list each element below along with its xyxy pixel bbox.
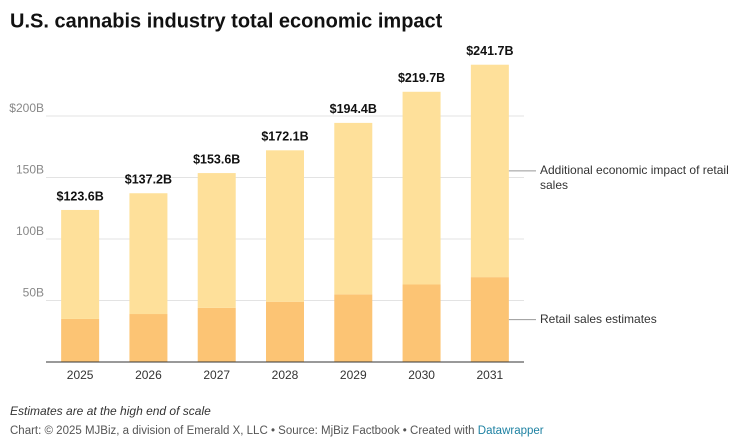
bar-segment [470, 64, 509, 278]
note: Estimates are at the high end of scale [10, 404, 211, 418]
x-tick-label: 2030 [408, 368, 435, 382]
bar-segment [334, 294, 373, 362]
bar-segment [61, 318, 100, 362]
bar-segment [61, 209, 100, 319]
total-label: $241.7B [466, 44, 513, 58]
x-tick-label: 2028 [272, 368, 299, 382]
legend-label: Additional economic impact of retail sal… [540, 162, 729, 192]
bar-segment [470, 277, 509, 362]
total-label: $219.7B [398, 71, 445, 85]
bar-segment [266, 301, 304, 362]
x-tick-label: 2026 [135, 368, 162, 382]
bar-segment [402, 284, 441, 362]
bar-segment [266, 150, 304, 302]
y-tick-label: 100B [16, 224, 44, 238]
total-label: $194.4B [330, 102, 377, 116]
x-tick-label: 2025 [67, 368, 94, 382]
bar-segment [334, 122, 373, 295]
bar-segment [197, 307, 236, 362]
footer-link[interactable]: Datawrapper [478, 425, 544, 437]
footer: Chart: © 2025 MJBiz, a division of Emera… [10, 425, 544, 437]
total-label: $153.6B [193, 152, 240, 166]
bar-segment [197, 173, 236, 308]
x-tick-label: 2027 [203, 368, 230, 382]
footer-text: Chart: © 2025 MJBiz, a division of Emera… [10, 425, 475, 437]
x-tick-label: 2031 [477, 368, 504, 382]
chart-title: U.S. cannabis industry total economic im… [10, 10, 443, 32]
total-label: $137.2B [125, 173, 172, 187]
x-tick-label: 2029 [340, 368, 367, 382]
bar-segment [402, 91, 441, 285]
legend-label: Retail sales estimates [540, 311, 657, 326]
y-tick-label: 50B [23, 286, 44, 300]
total-label: $172.1B [261, 130, 308, 144]
bar-segment [129, 314, 168, 362]
y-tick-label: 150B [16, 163, 44, 177]
total-label: $123.6B [57, 189, 104, 203]
y-tick-label: $200B [9, 101, 44, 115]
bar-segment [129, 193, 168, 315]
